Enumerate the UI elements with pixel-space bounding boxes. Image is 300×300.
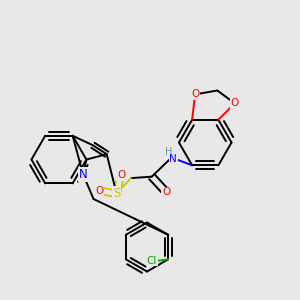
Text: O: O	[231, 98, 239, 108]
Text: N: N	[79, 168, 88, 181]
Text: H: H	[164, 147, 172, 157]
Text: Cl: Cl	[147, 256, 157, 266]
Text: O: O	[95, 186, 103, 196]
Text: O: O	[117, 170, 125, 180]
Text: S: S	[113, 187, 120, 200]
Text: O: O	[162, 187, 170, 197]
Text: N: N	[169, 154, 177, 164]
Text: O: O	[191, 89, 199, 99]
